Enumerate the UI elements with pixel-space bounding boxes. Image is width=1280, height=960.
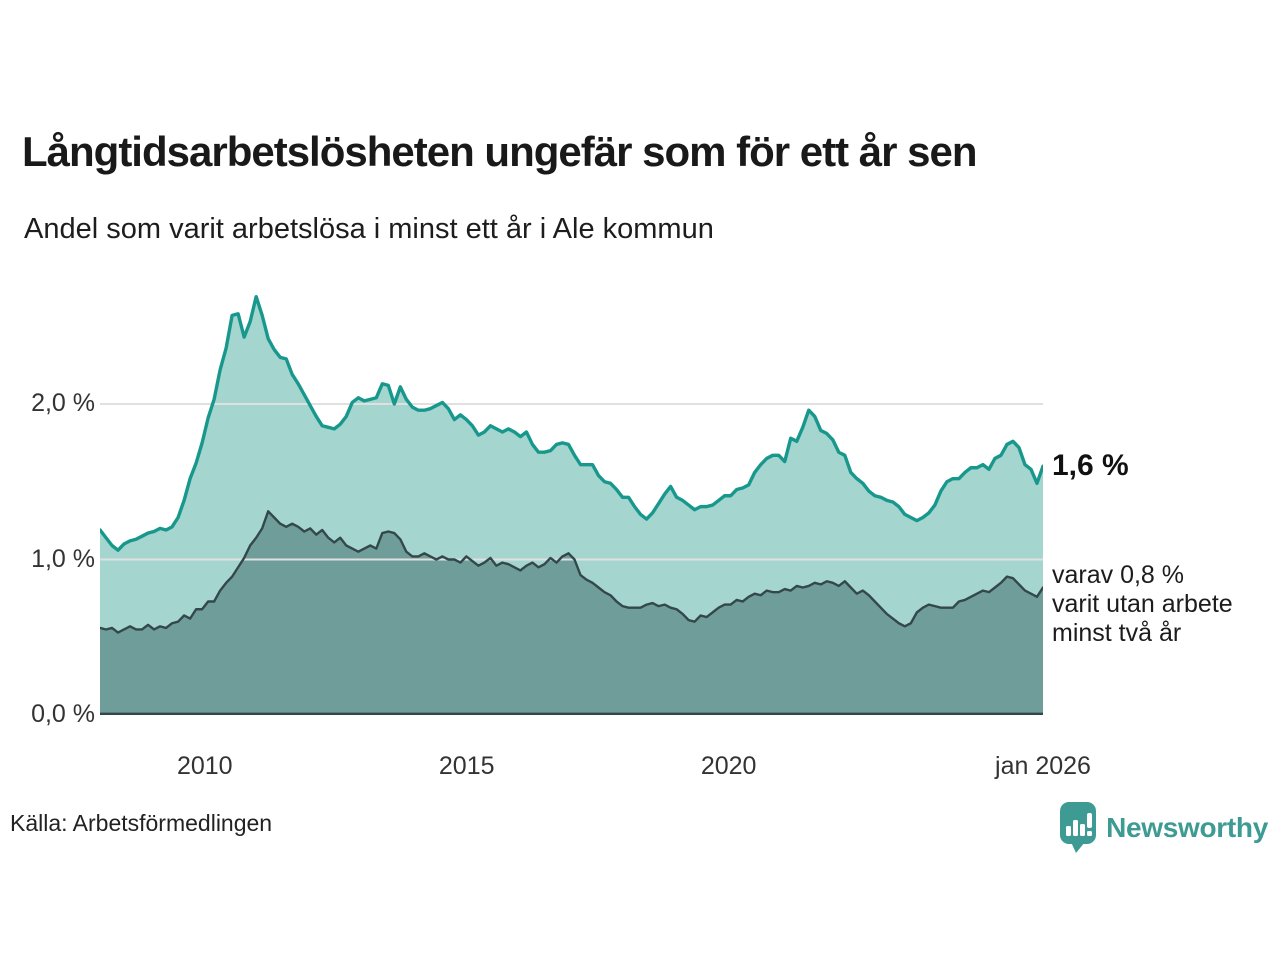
y-tick-label: 0,0 % bbox=[31, 700, 95, 728]
page-title: Långtidsarbetslösheten ungefär som för e… bbox=[22, 128, 978, 175]
x-tick-label: jan 2026 bbox=[995, 752, 1091, 780]
y-tick-label: 2,0 % bbox=[31, 389, 95, 417]
y-tick-label: 1,0 % bbox=[31, 544, 95, 573]
page-subtitle: Andel som varit arbetslösa i minst ett å… bbox=[24, 213, 714, 245]
x-tick-label: 2010 bbox=[176, 752, 233, 780]
annotation-note: varav 0,8 % varit utan arbete minst två år bbox=[1052, 561, 1233, 648]
x-tick-label: 2020 bbox=[700, 752, 757, 780]
area-chart bbox=[100, 295, 1043, 715]
brand-logo: Newsworthy bbox=[1058, 801, 1268, 854]
series-2yr-line bbox=[100, 510, 1043, 634]
annotation-note-line: minst två år bbox=[1052, 619, 1182, 647]
series-2yr-area-fill bbox=[100, 511, 1043, 715]
x-tick-label: 2015 bbox=[438, 752, 495, 780]
newsworthy-bubble-barchart-icon bbox=[1060, 802, 1097, 853]
annotation-note-line: varit utan arbete bbox=[1052, 590, 1233, 618]
series-1yr-line bbox=[100, 295, 1043, 552]
annotation-note-line: varav 0,8 % bbox=[1052, 561, 1185, 589]
latest-value-label: 1,6 % bbox=[1052, 449, 1129, 482]
brand-name: Newsworthy bbox=[1106, 811, 1268, 843]
source-caption: Källa: Arbetsförmedlingen bbox=[10, 810, 273, 836]
